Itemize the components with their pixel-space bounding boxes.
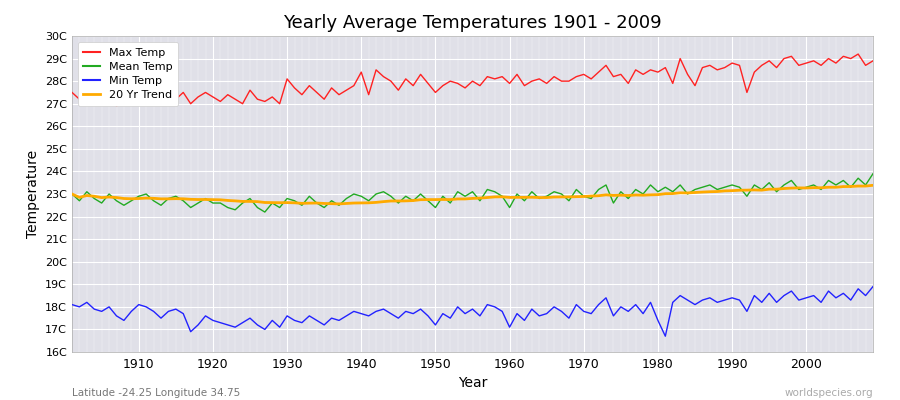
X-axis label: Year: Year xyxy=(458,376,487,390)
Legend: Max Temp, Mean Temp, Min Temp, 20 Yr Trend: Max Temp, Mean Temp, Min Temp, 20 Yr Tre… xyxy=(77,42,178,106)
Title: Yearly Average Temperatures 1901 - 2009: Yearly Average Temperatures 1901 - 2009 xyxy=(284,14,662,32)
Y-axis label: Temperature: Temperature xyxy=(25,150,40,238)
Text: worldspecies.org: worldspecies.org xyxy=(785,388,873,398)
Text: Latitude -24.25 Longitude 34.75: Latitude -24.25 Longitude 34.75 xyxy=(72,388,240,398)
